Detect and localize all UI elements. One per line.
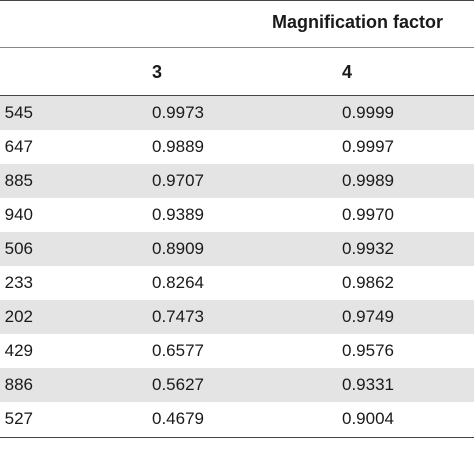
cell: 545 (4, 103, 33, 122)
cell: 0.9749 (342, 307, 394, 326)
cell: 233 (4, 273, 33, 292)
cell: 886 (4, 375, 33, 394)
table-row: 506 0.8909 0.9932 (0, 232, 474, 266)
column-header: 3 (152, 62, 163, 82)
cell: 0.5627 (152, 375, 204, 394)
group-header: Magnification factor (272, 12, 444, 32)
cell: 0.9997 (342, 137, 394, 156)
group-rule (0, 47, 474, 48)
table-row: 545 0.9973 0.9999 (0, 96, 474, 130)
table-row: 940 0.9389 0.9970 (0, 198, 474, 232)
cell: 0.9989 (342, 171, 394, 190)
cell: 0.9331 (342, 375, 394, 394)
cell: 0.9707 (152, 171, 204, 190)
cell: 0.8264 (152, 273, 204, 292)
table-row: 429 0.6577 0.9576 (0, 334, 474, 368)
table-row: 202 0.7473 0.9749 (0, 300, 474, 334)
cell: 0.6577 (152, 341, 204, 360)
cell: 0.7473 (152, 307, 204, 326)
cell: 0.9576 (342, 341, 394, 360)
table-row: 647 0.9889 0.9997 (0, 130, 474, 164)
cell: 0.9004 (342, 409, 394, 428)
table-row: 885 0.9707 0.9989 (0, 164, 474, 198)
cell: 506 (4, 239, 33, 258)
cell: 0.9389 (152, 205, 204, 224)
bottom-rule (0, 437, 474, 438)
column-header: 4 (342, 62, 353, 82)
table-row: 527 0.4679 0.9004 (0, 402, 474, 436)
cell: 0.9970 (342, 205, 394, 224)
cell: 0.4679 (152, 409, 204, 428)
table-row: 233 0.8264 0.9862 (0, 266, 474, 300)
cell: 885 (4, 171, 33, 190)
cell: 0.9889 (152, 137, 204, 156)
table-row: 886 0.5627 0.9331 (0, 368, 474, 402)
top-rule (0, 0, 474, 1)
cell: 429 (4, 341, 33, 360)
cell: 0.9932 (342, 239, 394, 258)
cell: 202 (4, 307, 33, 326)
cell: 0.8909 (152, 239, 204, 258)
cell: 0.9862 (342, 273, 394, 292)
header-rule (0, 95, 474, 96)
cell: 527 (4, 409, 33, 428)
cell: 0.9973 (152, 103, 204, 122)
cell: 647 (4, 137, 33, 156)
cell: 0.9999 (342, 103, 394, 122)
cell: 940 (4, 205, 33, 224)
